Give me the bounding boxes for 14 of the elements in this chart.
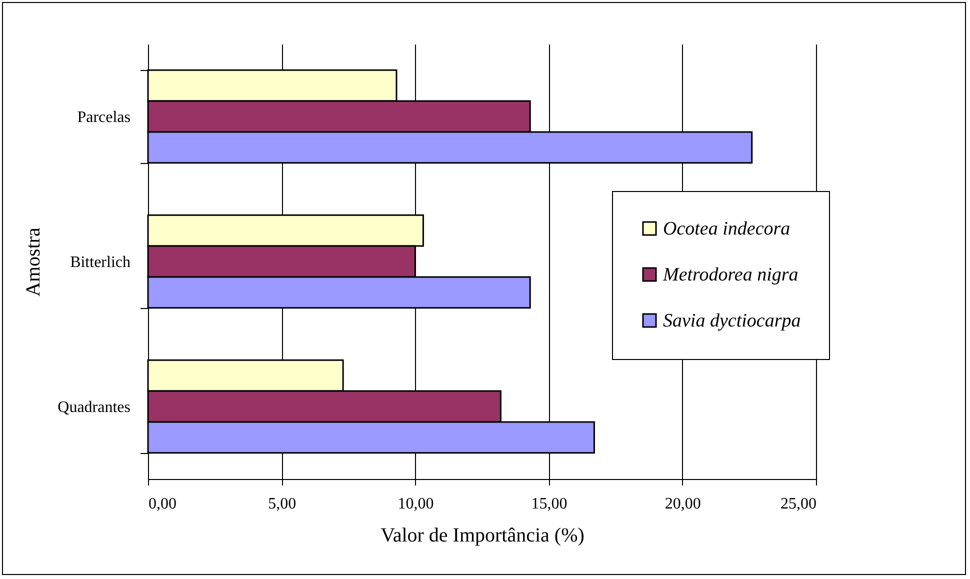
y-tick-label: Quadrantes [58,399,130,416]
x-axis-title: Valor de Importância (%) [380,524,584,546]
x-tick-label: 0,00 [148,496,176,512]
x-tick-label: 25,00 [780,496,816,512]
legend-label: Savia dyctiocarpa [663,310,801,332]
y-tick-label: Parcelas [77,109,130,126]
x-tick-label: 5,00 [268,496,296,512]
y-axis-title: Amostra [22,227,45,296]
x-tick-label: 10,00 [398,496,434,512]
legend-label: Metrodorea nigra [662,264,798,286]
x-tick-label: 20,00 [664,496,701,512]
x-tick-label: 15,00 [531,496,568,512]
legend-label: Ocotea indecora [663,218,790,240]
y-tick-label: Bitterlich [70,254,130,271]
